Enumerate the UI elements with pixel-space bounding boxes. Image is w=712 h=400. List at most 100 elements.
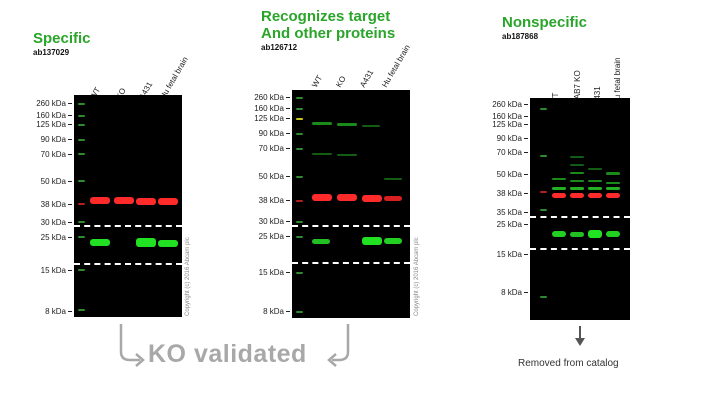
marker-label: 125 kDa (476, 120, 528, 129)
faint-green-band (362, 125, 380, 127)
ladder-band (296, 176, 303, 178)
ko-validated-bracket-left (119, 324, 145, 367)
ladder-band (296, 272, 303, 274)
green-band (384, 238, 402, 244)
marker-label: 125 kDa (238, 114, 290, 123)
ladder-band (296, 118, 303, 120)
ladder-band (296, 148, 303, 150)
marker-label: 50 kDa (20, 177, 72, 186)
red-band (136, 198, 156, 205)
marker-label: 38 kDa (20, 200, 72, 209)
green-band (312, 239, 330, 244)
ladder-band (296, 311, 303, 313)
marker-label: 90 kDa (476, 134, 528, 143)
dashed-line (530, 248, 630, 250)
marker-label: 25 kDa (476, 220, 528, 229)
panel2-title-line1: Recognizes target (261, 8, 391, 25)
faint-green-band (384, 178, 402, 180)
ladder-band (78, 153, 85, 155)
ladder-band (78, 236, 85, 238)
marker-label: 38 kDa (238, 196, 290, 205)
marker-label: 70 kDa (238, 144, 290, 153)
panel3-blot-image (530, 98, 630, 320)
dashed-line (292, 225, 410, 227)
panel3-title: Nonspecific (502, 14, 588, 31)
marker-label: 25 kDa (20, 233, 72, 242)
ladder-band (296, 221, 303, 223)
marker-label: 260 kDa (20, 99, 72, 108)
marker-label: 15 kDa (20, 266, 72, 275)
red-band (552, 193, 566, 198)
ladder-band (78, 115, 85, 117)
ladder-band (78, 180, 85, 182)
red-band (606, 193, 620, 198)
panel1-title: Specific (33, 30, 91, 47)
ladder-band (78, 139, 85, 141)
green-band (606, 187, 620, 190)
marker-label: 70 kDa (20, 150, 72, 159)
marker-label: 90 kDa (20, 135, 72, 144)
marker-label: 160 kDa (238, 104, 290, 113)
dashed-line (292, 262, 410, 264)
dashed-line (530, 216, 630, 218)
faint-green-band (588, 180, 602, 182)
green-band (158, 240, 178, 247)
red-band (362, 195, 382, 202)
green-band (606, 231, 620, 237)
faint-green-band (337, 123, 357, 126)
ladder-band (78, 309, 85, 311)
green-band (570, 187, 584, 190)
ladder-band (296, 97, 303, 99)
ladder-band (296, 108, 303, 110)
panel2-catalog-number: ab126712 (261, 43, 298, 52)
ladder-band (78, 203, 85, 205)
ladder-band (78, 124, 85, 126)
red-band (312, 194, 332, 201)
marker-label: 160 kDa (476, 112, 528, 121)
marker-label: 15 kDa (476, 250, 528, 259)
faint-green-band (606, 172, 620, 175)
marker-label: 90 kDa (238, 129, 290, 138)
faint-green-band (588, 168, 602, 170)
green-band (90, 239, 110, 246)
dashed-line (74, 225, 182, 227)
ladder-band (296, 236, 303, 238)
marker-label: 15 kDa (238, 268, 290, 277)
marker-label: 38 kDa (476, 189, 528, 198)
marker-label: 8 kDa (476, 288, 528, 297)
faint-green-band (312, 122, 332, 125)
ladder-band (540, 296, 547, 298)
marker-label: 35 kDa (476, 208, 528, 217)
marker-label: 50 kDa (238, 172, 290, 181)
red-band (337, 194, 357, 201)
green-band (588, 187, 602, 190)
red-band (570, 193, 584, 198)
panel1-blot-image (74, 95, 182, 317)
faint-green-band (570, 180, 584, 182)
marker-label: 30 kDa (238, 217, 290, 226)
marker-label: 8 kDa (20, 307, 72, 316)
ladder-band (78, 269, 85, 271)
marker-label: 70 kDa (476, 148, 528, 157)
ko-validated-label: KO validated (148, 340, 307, 368)
panel2-title-line2: And other proteins (261, 25, 396, 42)
marker-label: 30 kDa (20, 218, 72, 227)
green-band (588, 230, 602, 238)
faint-green-band (606, 182, 620, 184)
red-band (588, 193, 602, 198)
faint-green-band (552, 178, 566, 180)
faint-green-band (570, 164, 584, 166)
green-band (552, 231, 566, 237)
marker-label: 8 kDa (238, 307, 290, 316)
red-band (384, 196, 402, 201)
green-band (570, 232, 584, 237)
marker-label: 25 kDa (238, 232, 290, 241)
panel2-title: Recognizes target And other proteins (261, 8, 395, 42)
ko-validated-bracket-right (327, 324, 350, 367)
panel2-blot-image (292, 90, 410, 318)
ladder-band (296, 200, 303, 202)
red-band (114, 197, 134, 204)
faint-green-band (570, 172, 584, 174)
dashed-line (74, 263, 182, 265)
